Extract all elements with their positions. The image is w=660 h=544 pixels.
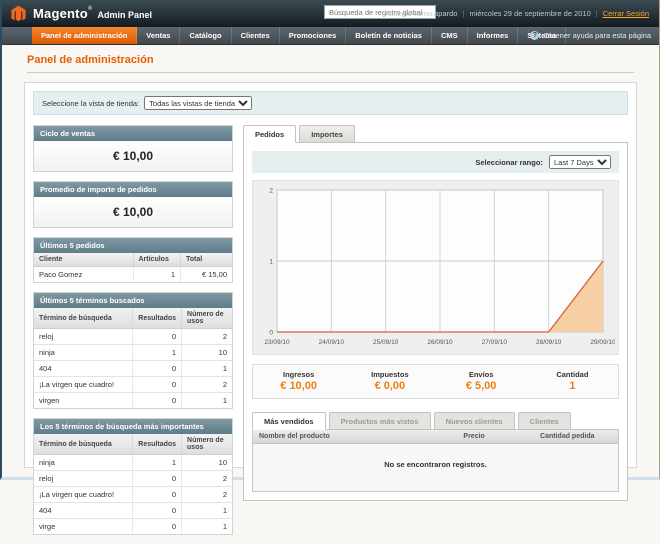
total-tax: Impuestos € 0,00 [344, 370, 435, 392]
nav-item-promotions[interactable]: Promociones [280, 27, 347, 44]
column-header: Resultados [133, 434, 182, 455]
table-row[interactable]: ninja110 [34, 455, 232, 471]
range-label: Seleccionar rango: [475, 158, 543, 167]
top-search-terms-table: Término de búsqueda Resultados Número de… [34, 434, 232, 534]
svg-text:26/09/10: 26/09/10 [427, 339, 453, 346]
column-header: Número de usos [182, 434, 232, 455]
bestsellers-grid: Nombre del producto Precio Cantidad pedi… [252, 429, 619, 492]
no-records-message: No se encontraron registros. [253, 444, 618, 492]
svg-text:29/09/10: 29/09/10 [590, 339, 615, 346]
logout-link[interactable]: Cerrar Sesión [603, 9, 649, 18]
last-search-terms-box: Últimos 5 términos buscados Término de b… [33, 292, 233, 409]
totals-bar: Ingresos € 10,00 Impuestos € 0,00 Envíos… [252, 364, 619, 399]
tab-new-customers[interactable]: Nuevos clientes [434, 412, 515, 430]
diagram-tabs: Pedidos Importes [243, 125, 628, 142]
total-shipping: Envíos € 5,00 [436, 370, 527, 392]
store-switcher-select[interactable]: Todas las vistas de tienda [144, 96, 252, 110]
nav-item-catalog[interactable]: Catálogo [180, 27, 231, 44]
sales-chart: 0 1 2 23/09/10 24/09/10 25/09/10 26/09/10 27/09… [257, 182, 615, 348]
column-header: Número de usos [182, 308, 232, 329]
svg-text:0: 0 [269, 330, 273, 337]
tab-customers[interactable]: Clientes [518, 412, 571, 430]
dashboard-content: Seleccione la vista de tienda: Todas las… [24, 82, 637, 468]
column-header: Total [181, 253, 232, 267]
svg-text:24/09/10: 24/09/10 [318, 339, 344, 346]
lifetime-sales-title: Ciclo de ventas [34, 126, 232, 141]
magento-logo-icon [10, 5, 27, 22]
title-divider [27, 72, 634, 73]
main-nav: Panel de administración Ventas Catálogo … [2, 27, 659, 45]
column-header: Artículos [133, 253, 181, 267]
table-row[interactable]: 40401 [34, 361, 232, 377]
table-row[interactable]: reloj02 [34, 329, 232, 345]
lifetime-sales-box: Ciclo de ventas € 10,00 [33, 125, 233, 172]
last-search-terms-title: Últimos 5 términos buscados [34, 293, 232, 308]
column-header: Cliente [34, 253, 133, 267]
nav-item-cms[interactable]: CMS [432, 27, 468, 44]
page-title: Panel de administración [27, 54, 634, 66]
current-date: miércoles 29 de septiembre de 2010 [469, 9, 590, 18]
svg-text:25/09/10: 25/09/10 [373, 339, 399, 346]
top-header: Magento® Admin Panel Accedió como apardo… [2, 0, 659, 27]
nav-item-dashboard[interactable]: Panel de administración [32, 27, 137, 44]
top-search-terms-title: Los 5 términos de búsqueda más important… [34, 419, 232, 434]
table-row[interactable]: Paco Gomez 1 € 15,00 [34, 267, 232, 283]
nav-item-newsletter[interactable]: Boletín de noticias [346, 27, 432, 44]
tab-most-viewed[interactable]: Productos más vistos [329, 412, 431, 430]
empty-row: No se encontraron registros. [253, 444, 618, 492]
svg-text:27/09/10: 27/09/10 [481, 339, 507, 346]
svg-text:23/09/10: 23/09/10 [264, 339, 290, 346]
tab-amounts[interactable]: Importes [299, 125, 355, 143]
average-orders-box: Promedio de importe de pedidos € 10,00 [33, 181, 233, 228]
trademark: ® [88, 6, 93, 12]
column-header: Resultados [133, 308, 182, 329]
nav-item-reports[interactable]: Informes [468, 27, 519, 44]
nav-item-sales[interactable]: Ventas [137, 27, 180, 44]
last-orders-box: Últimos 5 pedidos Cliente Artículos Tota… [33, 237, 233, 283]
help-icon: ? [530, 31, 539, 40]
logged-in-as: Accedió como apardo [385, 9, 458, 18]
table-row[interactable]: ¡La virgen que cuadro!02 [34, 377, 232, 393]
total-quantity: Cantidad 1 [527, 370, 618, 392]
column-header: Cantidad pedida [534, 430, 618, 444]
last-orders-table: Cliente Artículos Total Paco Gomez 1 € 1… [34, 253, 232, 282]
store-switcher-bar: Seleccione la vista de tienda: Todas las… [33, 91, 628, 115]
last-orders-title: Últimos 5 pedidos [34, 238, 232, 253]
table-row[interactable]: ¡La virgen que cuadro!02 [34, 487, 232, 503]
total-revenue: Ingresos € 10,00 [253, 370, 344, 392]
table-row[interactable]: virgen01 [34, 393, 232, 409]
tab-bestsellers[interactable]: Más vendidos [252, 412, 326, 430]
column-header: Precio [457, 430, 534, 444]
nav-item-customers[interactable]: Clientes [232, 27, 280, 44]
svg-text:2: 2 [269, 188, 273, 195]
store-switcher-label: Seleccione la vista de tienda: [42, 99, 139, 108]
column-header: Término de búsqueda [34, 434, 133, 455]
grid-tabs: Más vendidos Productos más vistos Nuevos… [252, 412, 619, 429]
column-header: Nombre del producto [253, 430, 457, 444]
range-select[interactable]: Last 7 Days [549, 155, 611, 169]
last-search-terms-table: Término de búsqueda Resultados Número de… [34, 308, 232, 408]
user-info: Accedió como apardo | miércoles 29 de se… [385, 0, 649, 27]
table-row[interactable]: reloj02 [34, 471, 232, 487]
svg-text:28/09/10: 28/09/10 [536, 339, 562, 346]
table-row[interactable]: ninja110 [34, 345, 232, 361]
svg-text:1: 1 [269, 259, 273, 266]
column-header: Término de búsqueda [34, 308, 133, 329]
brand-suffix: Admin Panel [97, 10, 152, 20]
average-orders-title: Promedio de importe de pedidos [34, 182, 232, 197]
brand-name: Magento® [33, 6, 92, 21]
table-row[interactable]: 40401 [34, 503, 232, 519]
tab-orders[interactable]: Pedidos [243, 125, 296, 143]
average-orders-value: € 10,00 [34, 197, 232, 227]
dashboard-right-column: Pedidos Importes Seleccionar rango: Last… [243, 125, 628, 544]
top-search-terms-box: Los 5 términos de búsqueda más important… [33, 418, 233, 535]
page-help-link[interactable]: ? Obtener ayuda para esta página [530, 27, 651, 44]
dashboard-left-column: Ciclo de ventas € 10,00 Promedio de impo… [33, 125, 233, 544]
chart-container: 0 1 2 23/09/10 24/09/10 25/09/10 26/09/10 27/09… [252, 180, 619, 355]
orders-panel: Seleccionar rango: Last 7 Days 0 1 2 23/09/… [243, 142, 628, 501]
range-bar: Seleccionar rango: Last 7 Days [252, 151, 619, 173]
lifetime-sales-value: € 10,00 [34, 141, 232, 171]
table-row[interactable]: virge01 [34, 519, 232, 535]
